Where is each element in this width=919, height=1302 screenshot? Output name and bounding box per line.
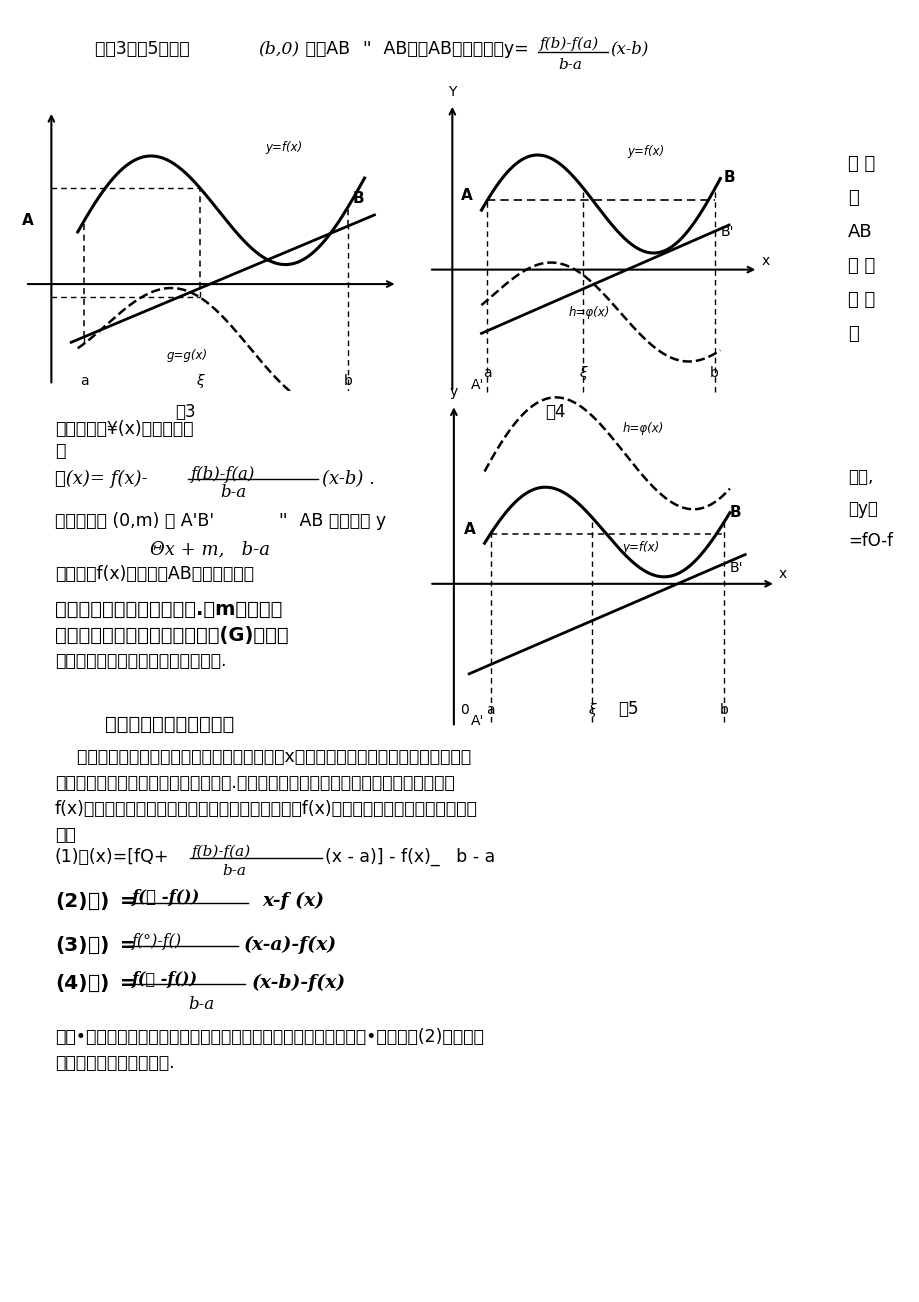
Text: a: a (482, 366, 491, 380)
Text: f(b)-f(a): f(b)-f(a) (192, 845, 251, 859)
Text: 等等•这类能用来证明拉格朗日中值定理的辅助函数显然也有无数个•这里仅以(2)为例给出: 等等•这类能用来证明拉格朗日中值定理的辅助函数显然也有无数个•这里仅以(2)为例… (55, 1029, 483, 1046)
Text: A: A (460, 189, 472, 203)
Text: b-a: b-a (220, 484, 246, 501)
Text: f(b)-f(a): f(b)-f(a) (190, 466, 254, 483)
Text: 可(x)= f(x)-: 可(x)= f(x)- (55, 470, 153, 488)
Text: 乙): 乙) (88, 936, 109, 954)
Text: B': B' (720, 225, 733, 240)
Text: y=f(x): y=f(x) (627, 145, 664, 158)
Text: a: a (80, 374, 88, 388)
Text: B: B (722, 169, 734, 185)
Text: y=f(x): y=f(x) (622, 540, 659, 553)
Text: 图5: 图5 (618, 700, 638, 717)
Text: 0: 0 (460, 703, 469, 716)
Text: =: = (119, 892, 136, 911)
Text: 实上,: 实上, (847, 467, 872, 486)
Text: AB: AB (847, 223, 872, 241)
Text: f(b)-f(a): f(b)-f(a) (539, 36, 598, 51)
Text: 函 数: 函 数 (847, 256, 874, 275)
Text: x-f (x): x-f (x) (262, 892, 323, 910)
Text: ξ: ξ (196, 374, 203, 388)
Text: A: A (22, 214, 34, 228)
Text: '': '' (278, 512, 287, 530)
Text: 图3: 图3 (175, 404, 196, 421)
Text: 下：: 下： (55, 825, 75, 844)
Text: =fO-f: =fO-f (847, 533, 892, 549)
Text: x: x (760, 254, 768, 267)
Text: f(x)减去直线函数，反过来，用直线函数减曲线函数f(x)，即可得与之对称的辅助函数如: f(x)减去直线函数，反过来，用直线函数减曲线函数f(x)，即可得与之对称的辅助… (55, 799, 477, 818)
Text: a: a (486, 703, 494, 716)
Text: 数，显然，这样的辅助函数有无多个.: 数，显然，这样的辅助函数有无多个. (55, 652, 226, 671)
Text: 成辅助函数¥(x)，于是有：: 成辅助函数¥(x)，于是有： (55, 421, 193, 437)
Text: b-a: b-a (187, 996, 214, 1013)
Text: 上任已知点 (0,m) 作 A'B': 上任已知点 (0,m) 作 A'B' (55, 512, 214, 530)
Text: g=g(x): g=g(x) (166, 349, 208, 362)
Text: 从而利用f(x)与直线的AB函数之差构成: 从而利用f(x)与直线的AB函数之差构成 (55, 565, 254, 583)
Text: (x-b) .: (x-b) . (322, 470, 374, 488)
Text: (1)申(x)=[fQ+: (1)申(x)=[fQ+ (55, 848, 169, 866)
Text: b-a: b-a (558, 59, 582, 72)
Text: 直线AB: 直线AB (300, 40, 350, 59)
Text: 满足罗来中值定理的辅助函数中(G)都可数: 满足罗来中值定理的辅助函数中(G)都可数 (55, 626, 289, 644)
Text: (x - a)] - f(x)_   b - a: (x - a)] - f(x)_ b - a (324, 848, 494, 866)
Text: f(第 -f()): f(第 -f()) (131, 889, 200, 906)
Text: 比): 比) (88, 974, 109, 993)
Text: (4): (4) (55, 974, 87, 993)
Text: y: y (449, 385, 458, 400)
Text: 图4: 图4 (544, 404, 565, 421)
Text: '': '' (361, 40, 371, 59)
Text: =: = (119, 936, 136, 954)
Text: (x-b)-f(x): (x-b)-f(x) (252, 974, 346, 992)
Text: B: B (352, 191, 363, 207)
Text: f(°)-f(): f(°)-f() (131, 934, 182, 950)
Text: 与 直: 与 直 (847, 155, 874, 173)
Text: 数也都可以用来证明拉格朗日中值定理.从几何意义上看，上面的辅助函数是用曲线函数: 数也都可以用来证明拉格朗日中值定理.从几何意义上看，上面的辅助函数是用曲线函数 (55, 773, 454, 792)
Text: ξ: ξ (587, 703, 596, 716)
Text: b: b (719, 703, 727, 716)
Text: h=φ(x): h=φ(x) (622, 422, 664, 435)
Text: 线: 线 (847, 189, 857, 207)
Text: (x-a)-f(x): (x-a)-f(x) (244, 936, 336, 954)
Text: AB 得直线为 y: AB 得直线为 y (294, 512, 386, 530)
Text: (3): (3) (55, 936, 87, 954)
Text: 用对称法引入辅助函数法: 用对称法引入辅助函数法 (105, 715, 234, 734)
Text: (2): (2) (55, 892, 87, 911)
Text: 过y轴: 过y轴 (847, 500, 877, 518)
Text: B': B' (729, 561, 743, 575)
Text: y=f(x): y=f(x) (266, 141, 302, 154)
Text: 在第二种方法中引入的无数个辅助函数中关于x轴的对称函数也有无数个，显然这些函: 在第二种方法中引入的无数个辅助函数中关于x轴的对称函数也有无数个，显然这些函 (55, 749, 471, 766)
Text: Y: Y (448, 85, 456, 99)
Text: 之 差: 之 差 (847, 292, 874, 309)
Text: AB，直AB线的方程为y=: AB，直AB线的方程为y= (378, 40, 528, 59)
Text: 推广3如图5过点作: 推广3如图5过点作 (95, 40, 195, 59)
Text: 用来证明拉格朗日中值定理.因m是任意实: 用来证明拉格朗日中值定理.因m是任意实 (55, 600, 282, 618)
Text: 构: 构 (847, 326, 857, 342)
Text: A: A (463, 522, 475, 536)
Text: (b,0): (b,0) (257, 40, 299, 57)
Text: ξ: ξ (579, 366, 586, 380)
Text: h=φ(x): h=φ(x) (568, 306, 609, 319)
Text: b: b (344, 374, 352, 388)
Text: x: x (778, 568, 787, 581)
Text: A': A' (471, 713, 484, 728)
Text: B: B (729, 505, 741, 519)
Text: 事: 事 (55, 441, 65, 460)
Text: b-a: b-a (221, 865, 245, 878)
Text: A': A' (471, 379, 484, 392)
Text: 拉格朗日中值定理的证明.: 拉格朗日中值定理的证明. (55, 1055, 175, 1072)
Text: f(力 -f()): f(力 -f()) (131, 971, 198, 988)
Text: 乙): 乙) (88, 892, 109, 911)
Text: (x-b): (x-b) (609, 40, 648, 57)
Text: Θx + m,   b-a: Θx + m, b-a (150, 540, 269, 559)
Text: =: = (119, 974, 136, 993)
Text: b: b (709, 366, 718, 380)
